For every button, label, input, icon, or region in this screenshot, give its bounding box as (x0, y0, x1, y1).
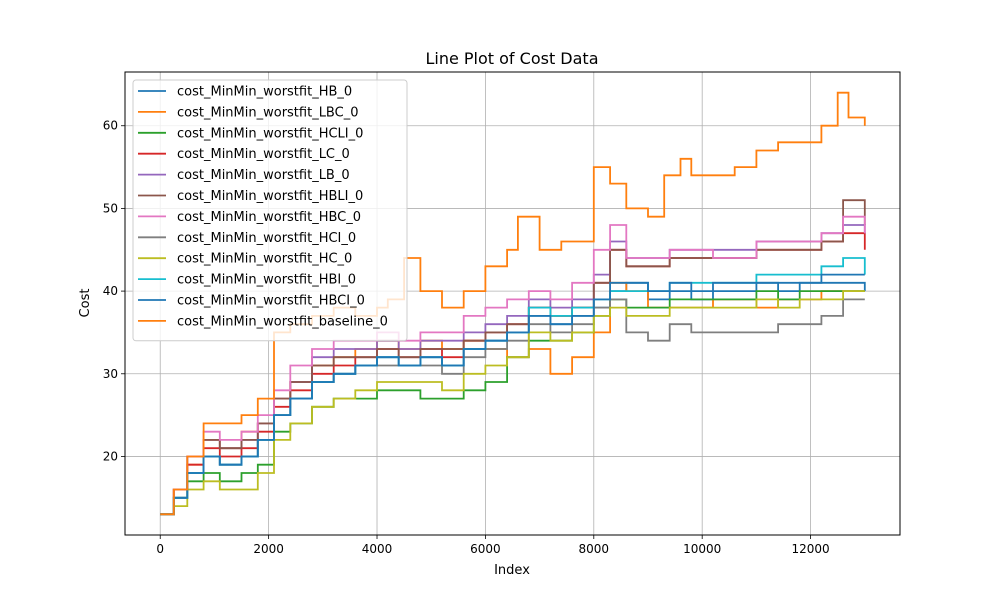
y-tick-label: 40 (103, 284, 118, 298)
x-tick-label: 0 (156, 542, 164, 556)
legend-label-5: cost_MinMin_worstfit_HBLI_0 (177, 189, 363, 204)
chart-title: Line Plot of Cost Data (425, 49, 598, 68)
legend-label-4: cost_MinMin_worstfit_LB_0 (177, 168, 350, 183)
legend-label-0: cost_MinMin_worstfit_HB_0 (177, 85, 352, 100)
legend-label-10: cost_MinMin_worstfit_HBCI_0 (177, 294, 365, 309)
legend-box (132, 79, 408, 342)
legend-label-7: cost_MinMin_worstfit_HCI_0 (177, 231, 356, 246)
legend-label-1: cost_MinMin_worstfit_LBC_0 (177, 105, 358, 120)
legend: cost_MinMin_worstfit_HB_0 cost_MinMin_wor… (132, 79, 408, 342)
legend-label-9: cost_MinMin_worstfit_HBI_0 (177, 273, 356, 288)
x-axis-title: Index (494, 563, 530, 578)
y-tick-label: 60 (103, 119, 118, 133)
legend-label-2: cost_MinMin_worstfit_HCLI_0 (177, 126, 363, 141)
x-axis: 0 2000 4000 6000 8000 10000 12000 (156, 535, 830, 556)
y-tick-label: 20 (103, 449, 118, 463)
x-tick-label: 12000 (791, 542, 829, 556)
x-tick-label: 2000 (253, 542, 284, 556)
series-group (160, 91, 866, 516)
x-tick-label: 4000 (362, 542, 393, 556)
series-line-2 (160, 290, 865, 516)
series-line-10 (160, 273, 865, 516)
y-tick-label: 50 (103, 201, 118, 215)
series-line-8 (160, 290, 865, 516)
legend-label-3: cost_MinMin_worstfit_LC_0 (177, 147, 350, 162)
legend-label-11: cost_MinMin_worstfit_baseline_0 (177, 314, 388, 329)
x-tick-label: 10000 (683, 542, 721, 556)
y-tick-label: 30 (103, 367, 118, 381)
y-axis-title: Cost (78, 289, 93, 318)
legend-label-6: cost_MinMin_worstfit_HBC_0 (177, 210, 361, 225)
x-tick-label: 8000 (579, 542, 610, 556)
plot-frame (124, 71, 901, 536)
series-line-6 (160, 215, 866, 516)
y-axis: 20 30 40 50 60 (103, 119, 125, 463)
series-line-11 (160, 91, 866, 516)
x-tick-label: 6000 (470, 542, 501, 556)
legend-label-8: cost_MinMin_worstfit_HC_0 (177, 252, 352, 267)
